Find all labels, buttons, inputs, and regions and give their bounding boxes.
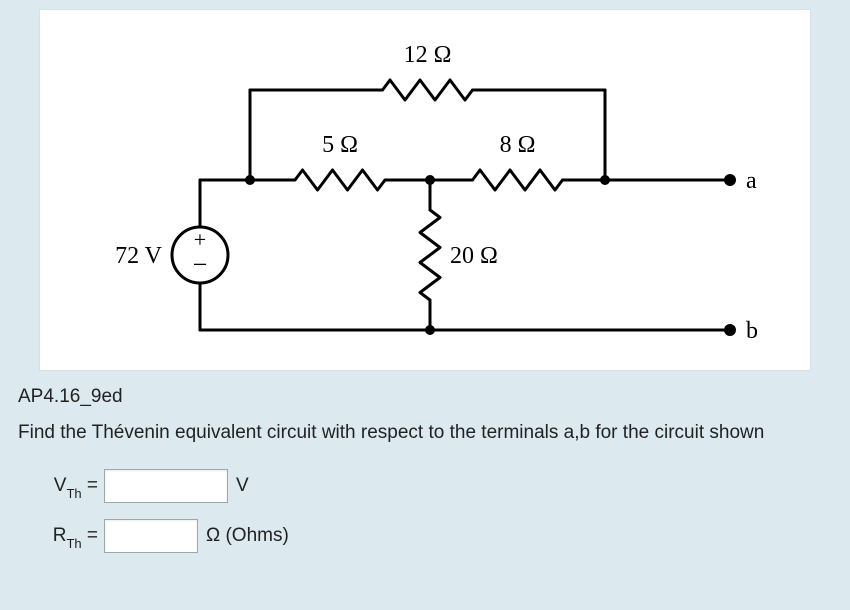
svg-text:20 Ω: 20 Ω — [450, 243, 498, 269]
rth-symbol-sub: Th — [66, 536, 81, 551]
vth-input[interactable] — [104, 469, 228, 503]
vth-symbol-sub: Th — [66, 486, 81, 501]
circuit-svg: +− 12 Ω 5 Ω 8 Ω 20 Ω 72 V a b — [40, 10, 810, 370]
problem-id: AP4.16_9ed — [18, 386, 832, 408]
svg-text:5 Ω: 5 Ω — [322, 132, 358, 158]
vth-unit: V — [236, 475, 249, 497]
svg-text:72 V: 72 V — [115, 243, 163, 269]
problem-prompt: Find the Thévenin equivalent circuit wit… — [18, 418, 832, 447]
answer-row-rth: RTh = Ω (Ohms) — [42, 519, 838, 553]
answer-row-vth: VTh = V — [42, 469, 838, 503]
vth-symbol-main: V — [54, 475, 67, 496]
vth-symbol: VTh = — [42, 475, 98, 499]
svg-text:8 Ω: 8 Ω — [500, 132, 536, 158]
svg-text:b: b — [746, 318, 758, 344]
svg-text:a: a — [746, 168, 757, 194]
vth-eq: = — [87, 475, 98, 496]
rth-eq: = — [87, 525, 98, 546]
circuit-figure: +− 12 Ω 5 Ω 8 Ω 20 Ω 72 V a b — [40, 10, 810, 370]
rth-symbol: RTh = — [42, 525, 98, 549]
svg-text:−: − — [193, 250, 208, 279]
rth-input[interactable] — [104, 519, 198, 553]
svg-text:+: + — [194, 227, 206, 252]
problem-card: +− 12 Ω 5 Ω 8 Ω 20 Ω 72 V a b AP4.16_9ed Find t… — [0, 0, 850, 610]
svg-text:12 Ω: 12 Ω — [404, 42, 452, 68]
rth-unit: Ω (Ohms) — [206, 525, 289, 547]
rth-symbol-main: R — [53, 525, 67, 546]
